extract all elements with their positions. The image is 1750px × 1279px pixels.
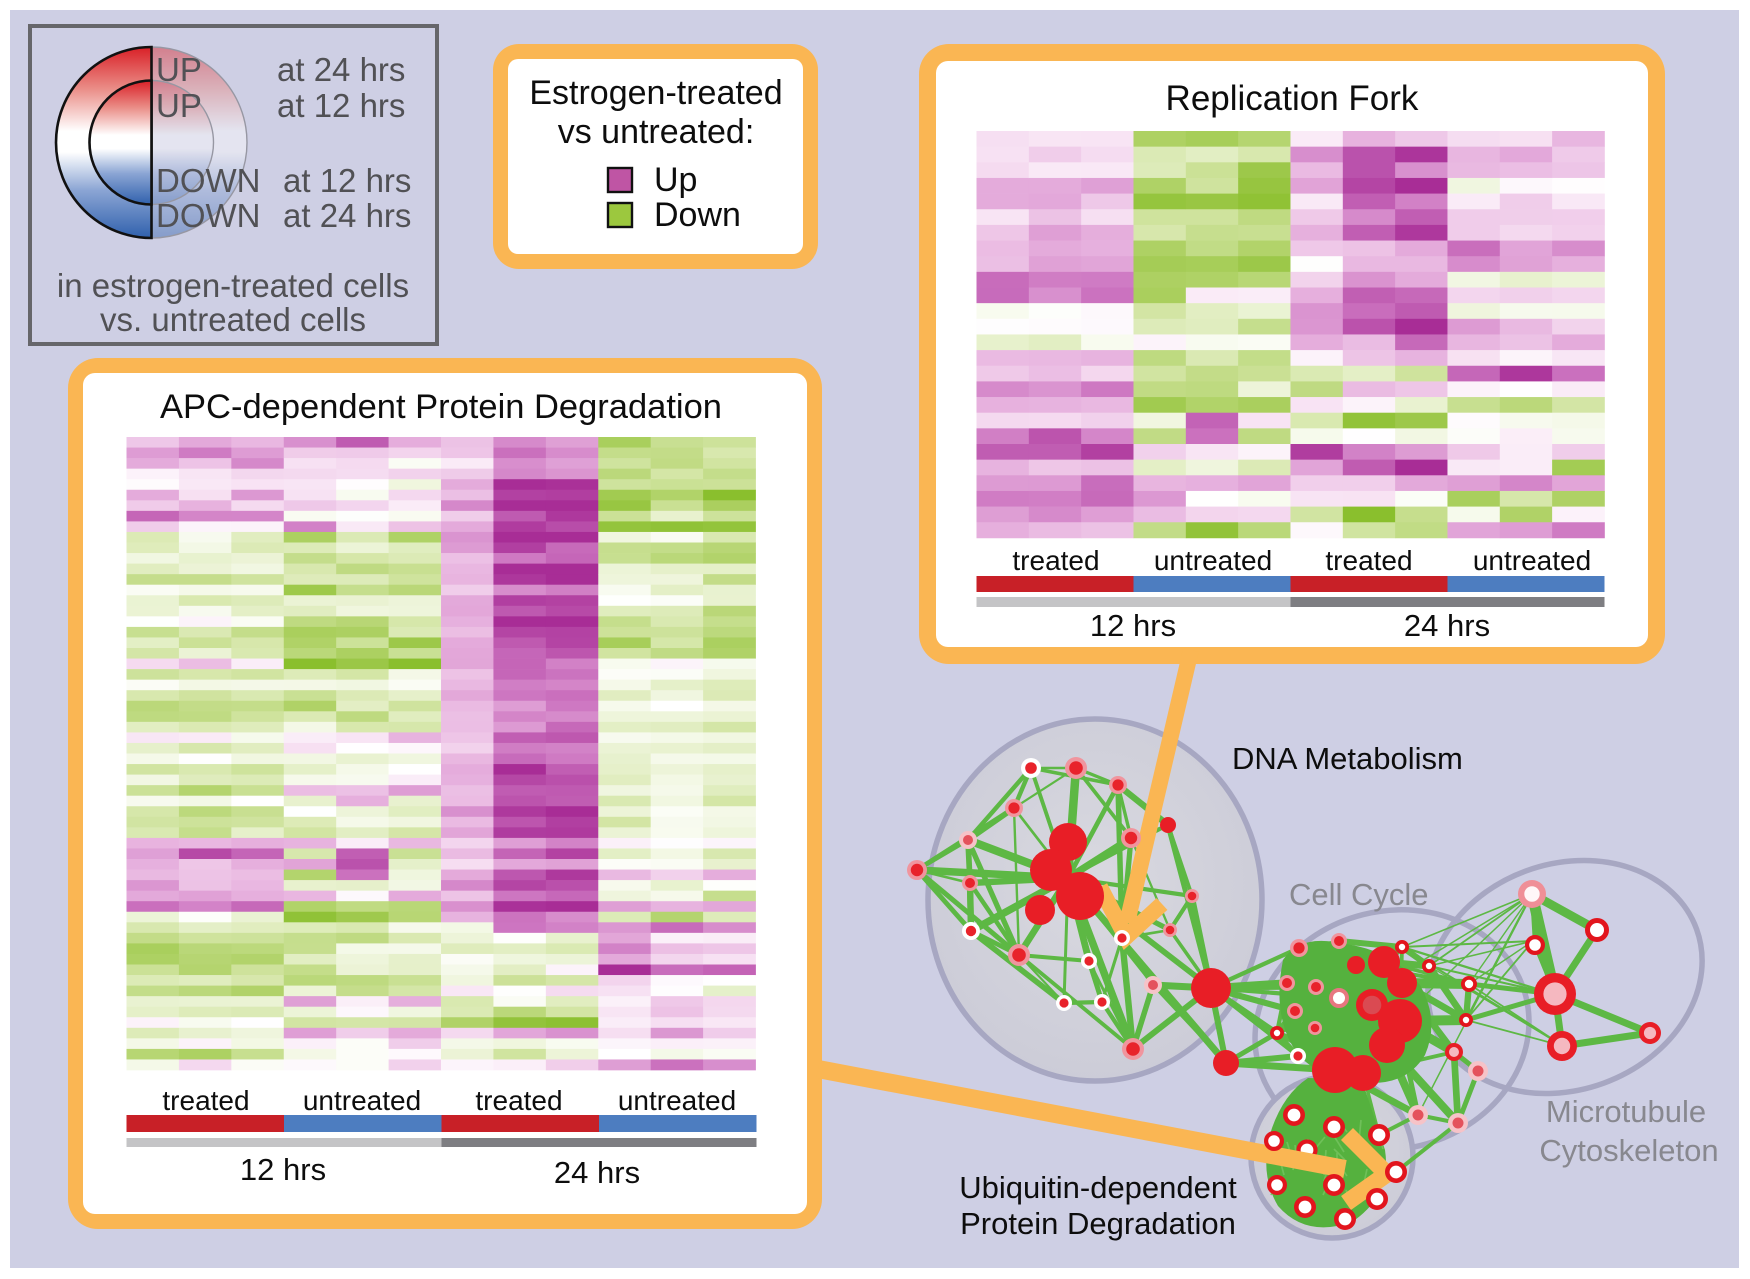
svg-text:Down: Down (654, 196, 741, 234)
svg-text:24 hrs: 24 hrs (1404, 608, 1490, 643)
svg-text:untreated: untreated (1473, 545, 1591, 576)
svg-text:vs untreated:: vs untreated: (558, 113, 755, 151)
svg-text:at 12 hrs: at 12 hrs (283, 162, 411, 199)
svg-text:untreated: untreated (303, 1085, 421, 1116)
svg-text:Protein Degradation: Protein Degradation (960, 1206, 1236, 1241)
svg-text:at 24 hrs: at 24 hrs (277, 51, 405, 88)
svg-text:in estrogen-treated cells: in estrogen-treated cells (57, 267, 409, 304)
svg-text:Replication Fork: Replication Fork (1166, 79, 1419, 118)
svg-text:treated: treated (1012, 545, 1099, 576)
svg-text:untreated: untreated (1154, 545, 1272, 576)
svg-text:treated: treated (1325, 545, 1412, 576)
svg-text:UP: UP (156, 87, 202, 124)
svg-text:DNA Metabolism: DNA Metabolism (1232, 741, 1463, 776)
svg-text:12 hrs: 12 hrs (1090, 608, 1176, 643)
svg-text:DOWN: DOWN (156, 197, 260, 234)
svg-text:Cell Cycle: Cell Cycle (1289, 877, 1429, 912)
svg-text:Up: Up (654, 161, 697, 199)
svg-text:Estrogen-treated: Estrogen-treated (529, 74, 782, 112)
svg-text:treated: treated (162, 1085, 249, 1116)
svg-text:vs. untreated cells: vs. untreated cells (100, 301, 366, 338)
svg-text:Microtubule: Microtubule (1546, 1094, 1706, 1129)
svg-text:Cytoskeleton: Cytoskeleton (1539, 1133, 1718, 1168)
svg-text:24 hrs: 24 hrs (554, 1155, 640, 1190)
svg-text:Ubiquitin-dependent: Ubiquitin-dependent (959, 1170, 1237, 1205)
svg-text:untreated: untreated (618, 1085, 736, 1116)
svg-text:APC-dependent Protein Degradat: APC-dependent Protein Degradation (160, 388, 722, 426)
svg-text:treated: treated (475, 1085, 562, 1116)
svg-text:DOWN: DOWN (156, 162, 260, 199)
svg-text:at 12 hrs: at 12 hrs (277, 87, 405, 124)
svg-text:UP: UP (156, 51, 202, 88)
svg-text:12 hrs: 12 hrs (240, 1152, 326, 1187)
svg-text:at 24 hrs: at 24 hrs (283, 197, 411, 234)
